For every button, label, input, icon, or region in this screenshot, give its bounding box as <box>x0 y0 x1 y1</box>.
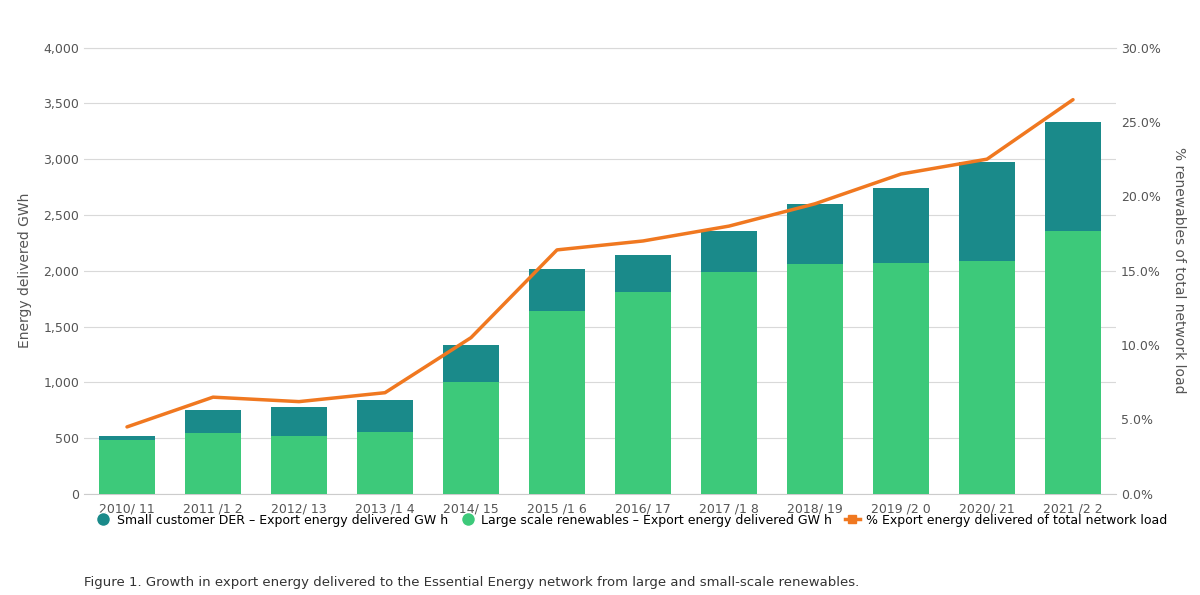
% Export energy delivered of total network load <box>120 424 134 431</box>
Bar <box>701 273 757 494</box>
Bar <box>787 204 842 264</box>
Bar <box>443 382 499 494</box>
% Export energy delivered of total network load <box>378 389 392 396</box>
% Export energy delivered of total network load <box>636 237 650 245</box>
% Export energy delivered of total network load <box>722 223 737 230</box>
Bar <box>185 433 241 494</box>
Bar <box>529 311 584 494</box>
Line: % Export energy delivered of total network load: % Export energy delivered of total netwo… <box>127 99 1073 427</box>
Y-axis label: % renewables of total network load: % renewables of total network load <box>1171 148 1186 394</box>
Bar <box>358 400 413 432</box>
Bar <box>874 264 929 494</box>
Bar <box>959 162 1015 261</box>
Bar <box>443 345 499 382</box>
% Export energy delivered of total network load <box>550 246 564 253</box>
Bar <box>529 269 584 311</box>
Bar <box>100 440 155 494</box>
% Export energy delivered of total network load <box>464 334 479 342</box>
Bar <box>271 436 326 494</box>
Bar <box>271 408 326 436</box>
Bar <box>701 231 757 273</box>
% Export energy delivered of total network load <box>1066 96 1080 104</box>
Bar <box>874 187 929 264</box>
% Export energy delivered of total network load <box>980 155 995 162</box>
Bar <box>616 292 671 494</box>
Bar <box>358 432 413 494</box>
Bar <box>959 261 1015 494</box>
% Export energy delivered of total network load <box>292 398 306 405</box>
Bar <box>616 255 671 292</box>
Bar <box>185 409 241 433</box>
% Export energy delivered of total network load <box>206 394 221 401</box>
% Export energy delivered of total network load <box>894 170 908 177</box>
Bar <box>100 436 155 440</box>
Text: Figure 1. Growth in export energy delivered to the Essential Energy network from: Figure 1. Growth in export energy delive… <box>84 576 859 589</box>
Bar <box>1045 231 1100 494</box>
Y-axis label: Energy delivered GWh: Energy delivered GWh <box>18 193 32 349</box>
Legend: Small customer DER – Export energy delivered GW h, Large scale renewables – Expo: Small customer DER – Export energy deliv… <box>90 509 1172 532</box>
Bar <box>1045 123 1100 231</box>
% Export energy delivered of total network load <box>808 200 822 208</box>
Bar <box>787 264 842 494</box>
